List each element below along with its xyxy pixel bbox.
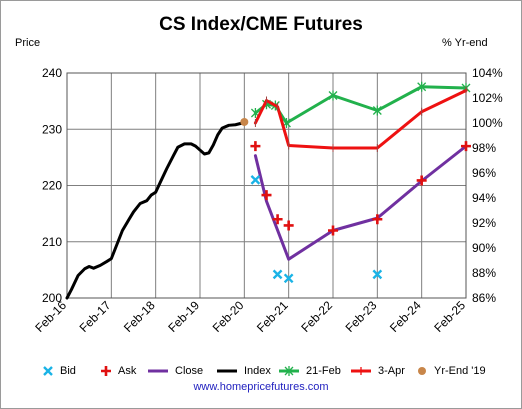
- right-tick-label: 86%: [472, 291, 496, 305]
- x-tick-label: Feb-17: [77, 298, 114, 335]
- yrend-point-marker: [240, 117, 249, 126]
- plot-border: [66, 72, 467, 299]
- legend-item-feb21: 21-Feb: [278, 363, 341, 379]
- legend-label-bid: Bid: [60, 365, 76, 377]
- x-tick-label: Feb-18: [121, 298, 158, 335]
- index-series-line: [65, 121, 246, 300]
- right-tick-label: 92%: [472, 216, 496, 230]
- left-tick-label: 200: [42, 291, 62, 305]
- x-tick-label: Feb-22: [298, 298, 335, 335]
- left-tick-label: 210: [42, 235, 62, 249]
- x-tick-label: Feb-20: [210, 298, 247, 335]
- legend-item-bid: Bid: [42, 363, 76, 379]
- chart-title: CS Index/CME Futures: [159, 14, 363, 35]
- right-axis-label: % Yr-end: [442, 37, 488, 49]
- ask-point-marker: [283, 220, 294, 231]
- x-tick-label: Feb-25: [431, 298, 468, 335]
- x-tick-label: Feb-21: [254, 298, 291, 335]
- feb21-point-marker: [328, 90, 338, 101]
- legend-label-ask: Ask: [118, 365, 137, 377]
- apr3-series-line: [253, 89, 468, 150]
- legend-label-feb21: 21-Feb: [306, 365, 341, 377]
- legend-label-close: Close: [175, 365, 204, 377]
- bid-point-marker: [272, 269, 283, 280]
- ask-point-marker: [372, 214, 383, 225]
- legend: Bid Ask Close Index 21-Feb 3-Apr Yr-End …: [20, 363, 520, 379]
- close-line-icon: [148, 369, 168, 373]
- left-axis-label: Price: [15, 37, 41, 49]
- left-tick-label: 240: [42, 66, 62, 80]
- feb21-point-marker: [372, 105, 382, 116]
- ask-point-marker: [272, 214, 283, 225]
- website-link[interactable]: www.homepricefutures.com: [193, 381, 329, 393]
- feb21-series-line: [253, 85, 468, 125]
- x-tick-label: Feb-23: [343, 298, 380, 335]
- x-tick-label: Feb-19: [165, 298, 202, 335]
- ask-point-marker: [328, 225, 338, 236]
- legend-item-close: Close: [147, 363, 203, 379]
- bid-point-marker: [372, 269, 383, 280]
- right-tick-label: 88%: [472, 266, 496, 280]
- legend-item-yrend: Yr-End '19: [416, 363, 486, 379]
- right-tick-label: 102%: [472, 91, 503, 105]
- bid-point-marker: [250, 175, 261, 185]
- legend-label-apr3: 3-Apr: [378, 365, 405, 377]
- apr3-line-icon: [351, 367, 371, 375]
- ask-point-marker: [416, 175, 427, 186]
- feb21-point-marker: [417, 81, 427, 92]
- right-tick-label: 100%: [472, 116, 503, 130]
- right-tick-label: 94%: [472, 191, 496, 205]
- right-tick-label: 90%: [472, 241, 496, 255]
- left-tick-label: 220: [42, 179, 62, 193]
- ask-marker-icon: [101, 366, 111, 376]
- legend-item-ask: Ask: [100, 363, 136, 379]
- legend-item-apr3: 3-Apr: [350, 363, 405, 379]
- legend-label-yrend: Yr-End '19: [434, 365, 486, 377]
- legend-label-index: Index: [244, 365, 271, 377]
- yrend-dot-icon: [418, 367, 426, 375]
- right-tick-label: 98%: [472, 141, 496, 155]
- left-tick-label: 230: [42, 122, 62, 136]
- right-tick-label: 96%: [472, 166, 496, 180]
- right-tick-label: 104%: [472, 66, 503, 80]
- ask-point-marker: [261, 190, 272, 201]
- index-line-icon: [217, 369, 237, 373]
- feb21-line-icon: [279, 366, 299, 376]
- bid-marker-icon: [43, 366, 53, 376]
- ask-point-marker: [461, 141, 471, 152]
- x-tick-label: Feb-24: [387, 298, 424, 335]
- bid-point-marker: [283, 273, 294, 284]
- legend-item-index: Index: [216, 363, 271, 379]
- ask-point-marker: [250, 141, 261, 152]
